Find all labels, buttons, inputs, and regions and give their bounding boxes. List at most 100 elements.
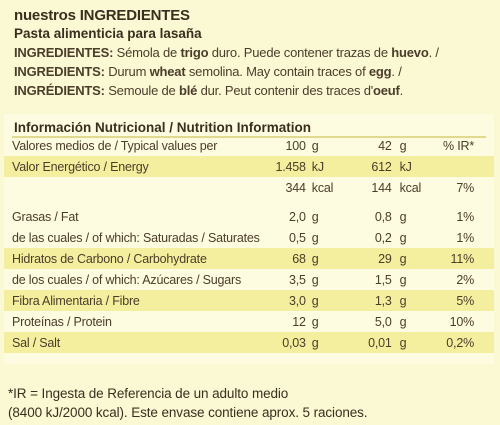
footnote-line-2: (8400 kJ/2000 kcal). Este envase contien… xyxy=(8,405,368,420)
ingredients-text: semolina. May contain traces of xyxy=(185,64,369,79)
value-ir: 11% xyxy=(443,248,494,269)
unit-100: g xyxy=(311,314,319,329)
table-row-energy-kj: Valor Energético / Energy 1.458 kJ 612 k… xyxy=(4,156,494,177)
ingredients-text: . / xyxy=(428,45,439,60)
value-100: 0,5 xyxy=(289,230,306,245)
title-prefix: nuestros xyxy=(14,7,80,24)
unit-100: g xyxy=(311,209,319,224)
table-row-fat: Grasas / Fat 2,0 g 0,8 g 1% xyxy=(4,206,494,227)
column-header-ir: % IR* xyxy=(443,138,474,153)
ingredients-text: . xyxy=(399,83,404,98)
table-row-carbohydrate: Hidratos de Carbono / Carbohydrate 68 g … xyxy=(4,248,494,269)
ingredients-label: INGREDIENTES: xyxy=(14,45,114,60)
value-100: 68 xyxy=(259,248,306,269)
nutrition-panel: Información Nutricional / Nutrition Info… xyxy=(4,114,494,364)
column-header-name: Valores medios de / Typical values per xyxy=(12,138,218,153)
value-100: 1.458 xyxy=(259,156,306,177)
value-100: 3,5 xyxy=(289,272,306,287)
row-name xyxy=(4,177,260,198)
allergen: trigo xyxy=(180,45,209,60)
unit-100: g xyxy=(305,248,350,269)
value-100: 0,03 xyxy=(259,332,306,353)
table-spacer xyxy=(4,198,494,206)
value-ir: 1% xyxy=(456,230,474,245)
ingredients-text: dur. Peut contenir des traces d' xyxy=(197,83,374,98)
value-42: 144 xyxy=(371,180,392,195)
table-row-saturates: de las cuales / of which: Saturadas / Sa… xyxy=(4,227,494,248)
unit-100: g xyxy=(311,272,319,287)
title-main: INGREDIENTES xyxy=(79,7,190,24)
allergen: huevo xyxy=(391,45,429,60)
value-42: 29 xyxy=(349,248,392,269)
table-header-row: Valores medios de / Typical values per 1… xyxy=(4,135,494,156)
value-ir: 10% xyxy=(449,314,475,329)
value-100: 2,0 xyxy=(289,209,306,224)
unit-42: g xyxy=(391,332,444,353)
table-row-salt: Sal / Salt 0,03 g 0,01 g 0,2% xyxy=(4,332,494,353)
ingredients-label: INGRÉDIENTS: xyxy=(14,83,105,98)
value-42: 1,5 xyxy=(374,272,392,287)
ingredients-fr: INGRÉDIENTS: Semoule de blé dur. Peut co… xyxy=(14,81,494,100)
nutrition-table: Valores medios de / Typical values per 1… xyxy=(4,135,494,353)
unit-42: g xyxy=(399,314,407,329)
product-name: Pasta alimenticia para lasaña xyxy=(14,26,202,41)
row-name: Fibra Alimentaria / Fibre xyxy=(4,290,260,311)
table-row-protein: Proteínas / Protein 12 g 5,0 g 10% xyxy=(4,311,494,332)
value-42: 0,01 xyxy=(349,332,392,353)
value-42: 0,2 xyxy=(374,230,392,245)
value-100: 12 xyxy=(292,314,306,329)
unit-42: g xyxy=(391,290,444,311)
allergen: egg xyxy=(368,64,392,79)
unit-42: g xyxy=(399,230,407,245)
row-name: de los cuales / of which: Azúcares / Sug… xyxy=(12,272,242,287)
unit-42: g xyxy=(399,209,407,224)
column-header-42: 42 xyxy=(378,138,392,153)
row-name: Proteínas / Protein xyxy=(12,314,112,329)
column-header-42-unit: g xyxy=(399,138,407,153)
column-header-100-unit: g xyxy=(311,138,319,153)
allergen: blé xyxy=(179,83,198,98)
value-ir: 1% xyxy=(456,209,474,224)
value-42: 0,8 xyxy=(374,209,392,224)
ingredients-es: INGREDIENTES: Sémola de trigo duro. Pued… xyxy=(14,43,494,62)
ingredients-label: INGREDIENTS: xyxy=(14,64,105,79)
value-42: 5,0 xyxy=(374,314,392,329)
ingredients-section: nuestros INGREDIENTES Pasta alimenticia … xyxy=(14,6,494,100)
value-100: 3,0 xyxy=(259,290,306,311)
column-header-100: 100 xyxy=(285,138,306,153)
unit-42: g xyxy=(391,248,444,269)
unit-100: g xyxy=(305,332,350,353)
ingredients-text: Sémola de xyxy=(113,45,181,60)
table-row-energy-kcal: 344 kcal 144 kcal 7% xyxy=(4,177,494,198)
value-42: 1,3 xyxy=(349,290,392,311)
unit-100: kcal xyxy=(311,180,334,195)
ingredients-text: Semoule de xyxy=(104,83,179,98)
ingredients-text: duro. Puede contener trazas de xyxy=(208,45,392,60)
unit-100: g xyxy=(311,230,319,245)
unit-42: g xyxy=(399,272,407,287)
row-name: de las cuales / of which: Saturadas / Sa… xyxy=(12,230,260,245)
row-name: Hidratos de Carbono / Carbohydrate xyxy=(4,248,260,269)
unit-42: kJ xyxy=(391,156,444,177)
value-ir: 0,2% xyxy=(443,332,494,353)
unit-100: kJ xyxy=(305,156,350,177)
value-ir: 2% xyxy=(456,272,474,287)
ingredients-text: Durum xyxy=(104,64,150,79)
allergen: oeuf xyxy=(373,83,400,98)
row-name: Grasas / Fat xyxy=(12,209,79,224)
reference-footnote: *IR = Ingesta de Referencia de un adulto… xyxy=(8,384,368,422)
allergen: wheat xyxy=(149,64,186,79)
row-name: Sal / Salt xyxy=(4,332,260,353)
value-42: 612 xyxy=(349,156,392,177)
value-ir: 5% xyxy=(443,290,494,311)
ingredients-title: nuestros INGREDIENTES xyxy=(14,6,494,25)
value-100: 344 xyxy=(285,180,306,195)
nutrition-heading: Información Nutricional / Nutrition Info… xyxy=(14,120,311,135)
table-row-sugars: de los cuales / of which: Azúcares / Sug… xyxy=(4,269,494,290)
unit-100: g xyxy=(305,290,350,311)
footnote-line-1: *IR = Ingesta de Referencia de un adulto… xyxy=(8,386,289,401)
value-ir: 7% xyxy=(456,180,474,195)
ingredients-en: INGREDIENTS: Durum wheat semolina. May c… xyxy=(14,62,494,81)
unit-42: kcal xyxy=(399,180,422,195)
